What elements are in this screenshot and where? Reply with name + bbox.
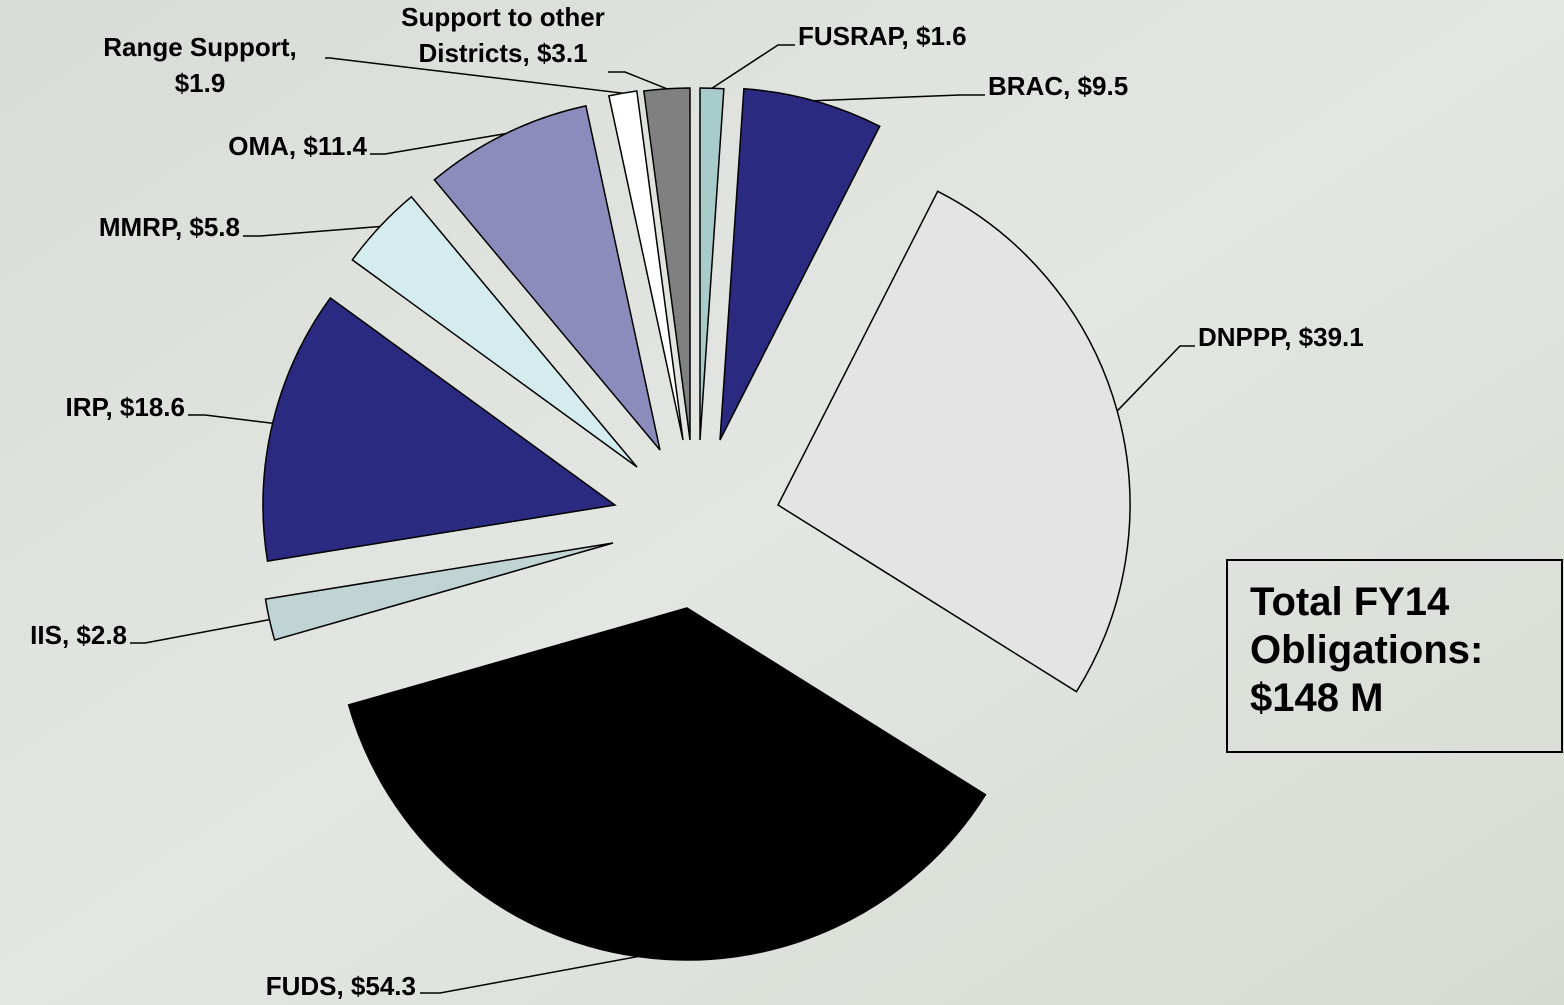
slice-label: BRAC, $9.5 [988, 71, 1128, 101]
leader-line [188, 414, 273, 424]
pie-slice [262, 296, 617, 562]
pie-slice [433, 104, 661, 451]
total-box [1226, 559, 1563, 753]
leader-line [325, 57, 623, 94]
leader-line [420, 955, 639, 994]
slice-label: FUDS, $54.3 [266, 971, 416, 1001]
leader-line [130, 618, 270, 644]
slice-label: OMA, $11.4 [228, 131, 367, 161]
slice-label: MMRP, $5.8 [99, 212, 240, 242]
leader-line [608, 71, 668, 90]
slice-label: Range Support, $1.9 [103, 32, 297, 98]
slice-label: IIS, $2.8 [30, 620, 127, 650]
leader-line [711, 44, 795, 89]
slice-label: DNPPP, $39.1 [1198, 322, 1364, 352]
pie-slice [264, 542, 614, 641]
slice-label: Support to other Districts, $3.1 [401, 2, 605, 68]
pie-slice [642, 87, 691, 441]
pie-slice [351, 195, 638, 468]
slice-label: IRP, $18.6 [65, 392, 185, 422]
leader-line [370, 132, 506, 155]
slice-label: FUSRAP, $1.6 [798, 21, 967, 51]
leader-line [1116, 345, 1195, 412]
leader-line [813, 94, 985, 102]
leader-line [243, 225, 380, 237]
total-annotation: Total FY14 Obligations: $148 M [1250, 580, 1483, 720]
